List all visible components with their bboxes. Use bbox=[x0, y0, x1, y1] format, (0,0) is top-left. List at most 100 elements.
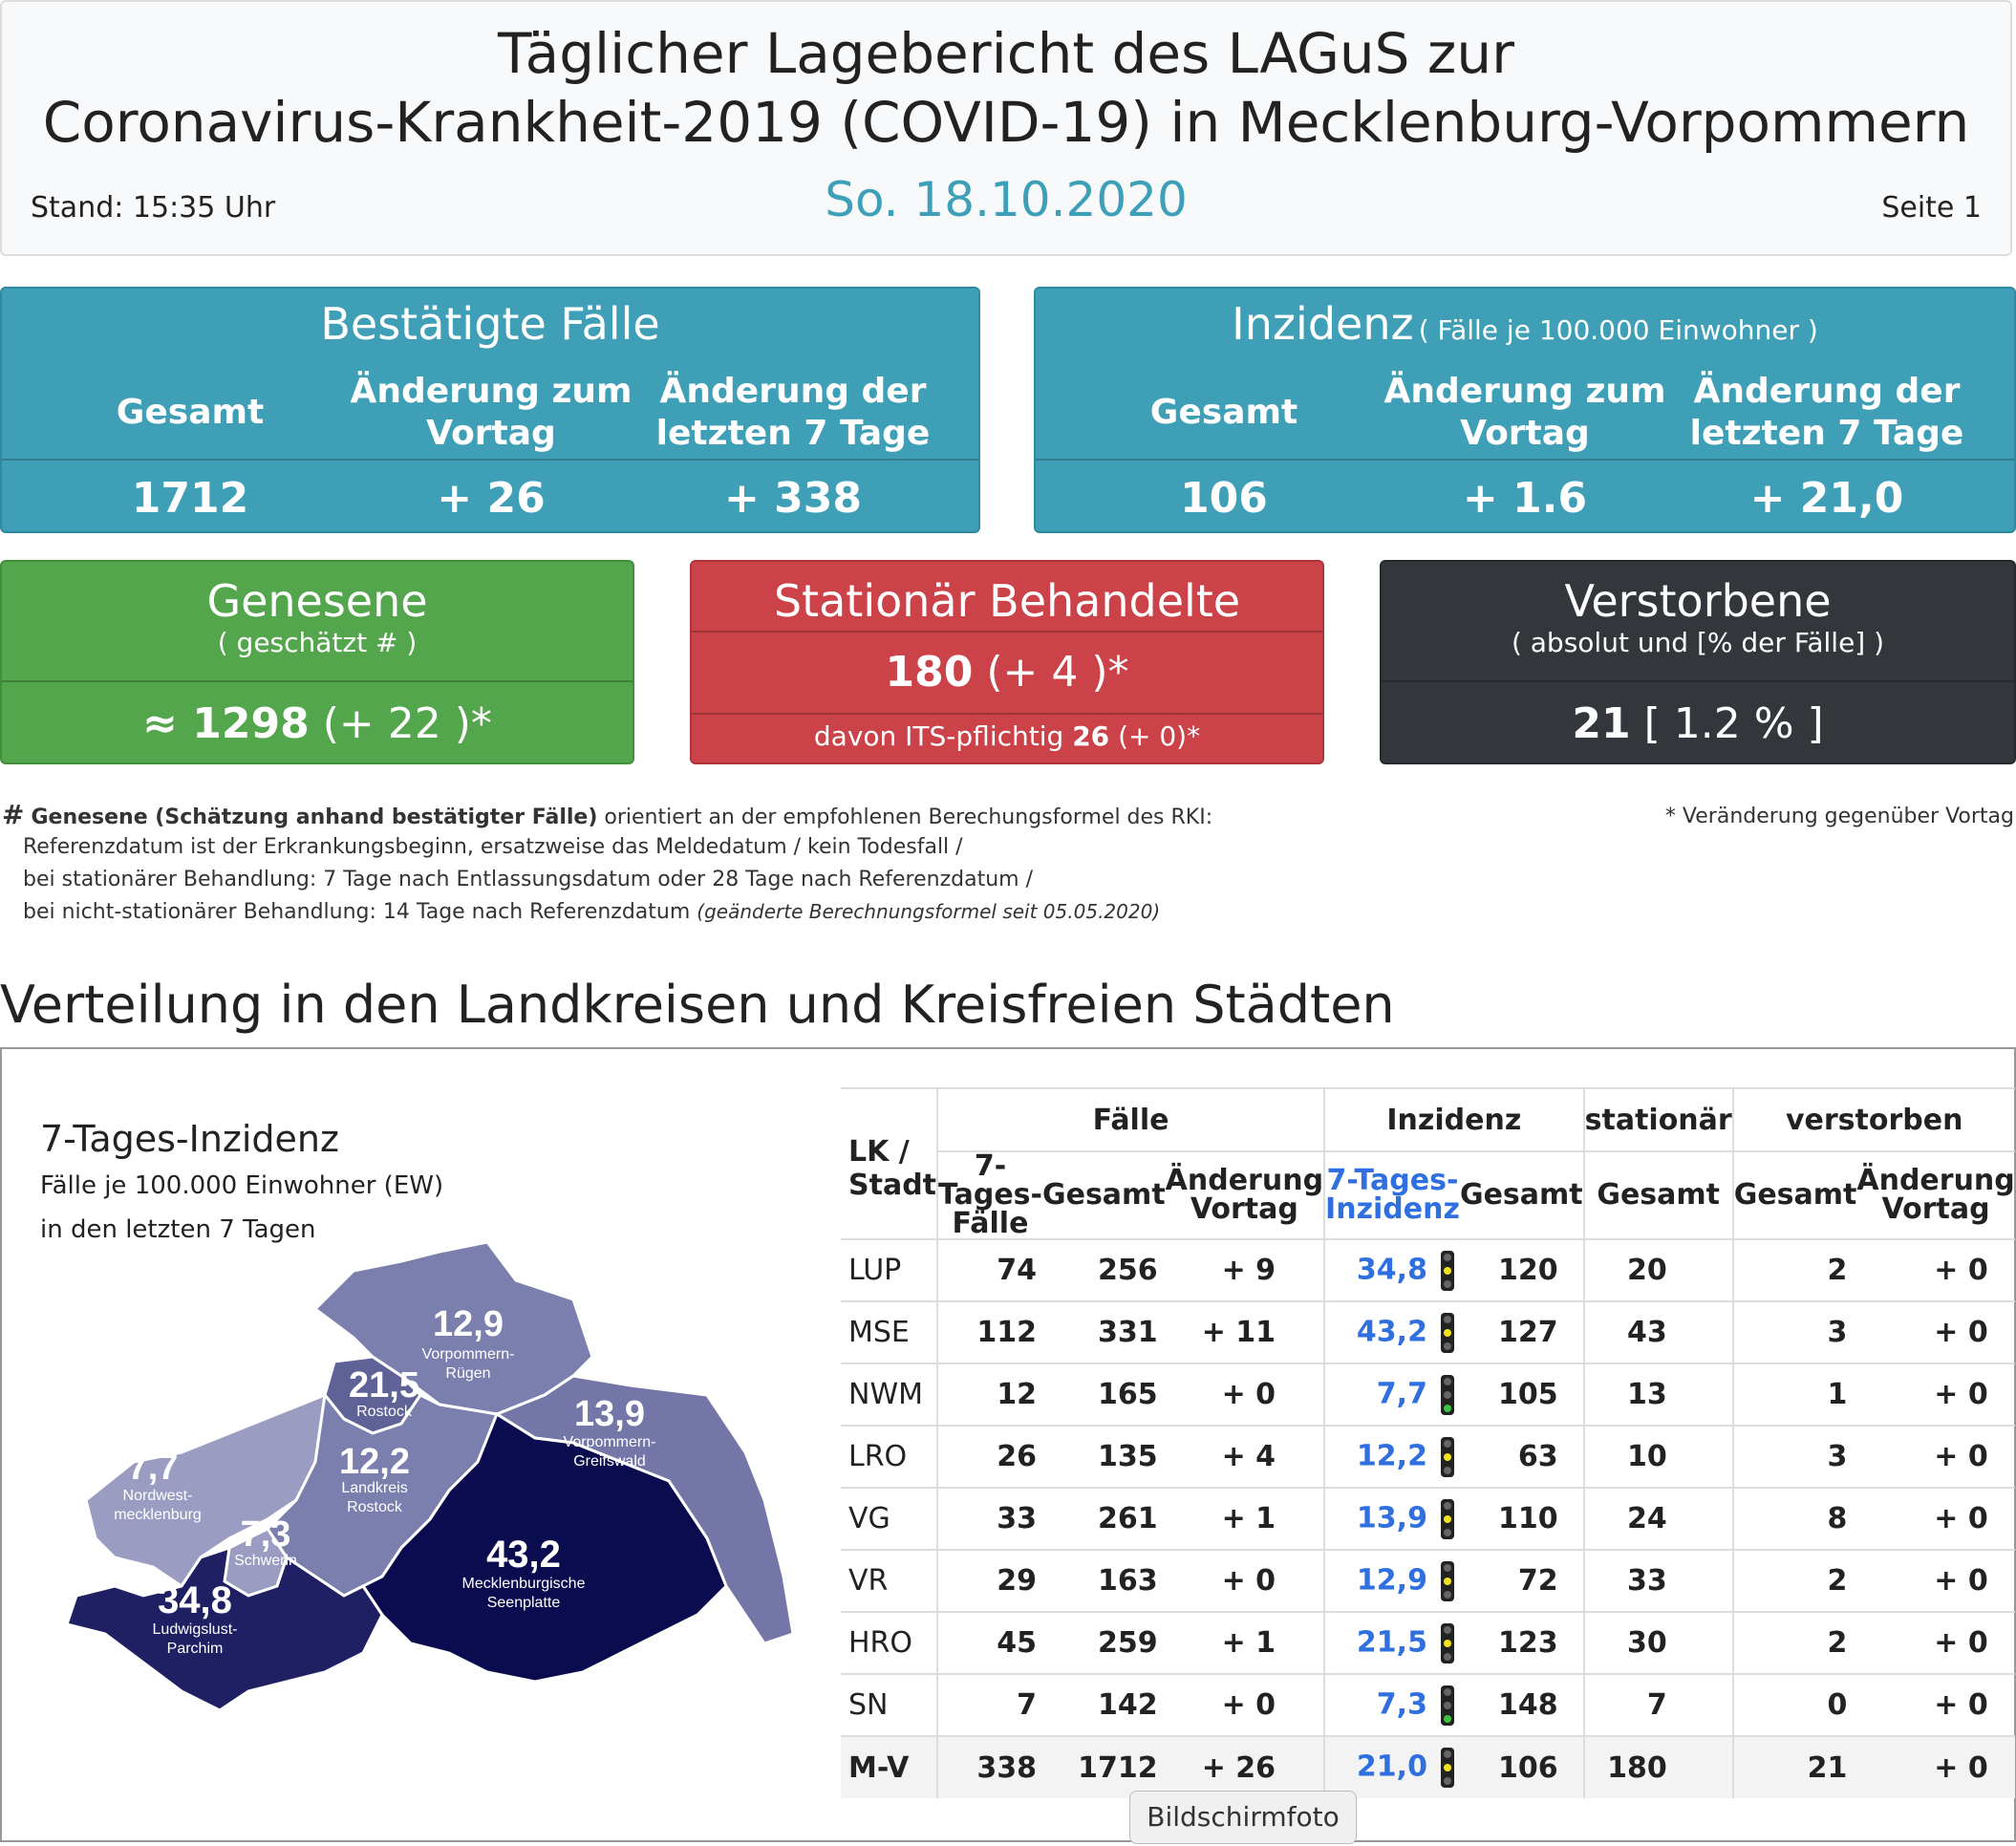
table-row: LRO 26 135 + 4 12,2 63 10 3 + 0 bbox=[841, 1426, 2015, 1488]
divider bbox=[2, 680, 633, 682]
cell-verstorben-gesamt: 8 bbox=[1731, 1488, 1857, 1550]
cases-7daychange-value: + 338 bbox=[723, 474, 863, 523]
cell-verstorben-gesamt: 2 bbox=[1731, 1239, 1857, 1301]
cell-7tage-inzidenz: 21,5 bbox=[1323, 1612, 1460, 1674]
cell-inzidenz-gesamt: 72 bbox=[1517, 1564, 1558, 1598]
map-label-vg-2: Greifswald bbox=[573, 1453, 646, 1470]
deaths-subtitle: ( absolut und [% der Fälle] ) bbox=[1511, 627, 1885, 658]
cell-7tage-faelle: 112 bbox=[936, 1301, 1042, 1363]
traffic-light-icon bbox=[1440, 1622, 1454, 1664]
divider bbox=[2, 459, 978, 461]
inzidenz-value: 7,7 bbox=[1376, 1377, 1427, 1410]
map-label-vr-2: Rügen bbox=[445, 1365, 490, 1382]
footnote-line1: # Genesene (Schätzung anhand bestätigter… bbox=[2, 799, 1213, 830]
map-label-nwm-2: mecklenburg bbox=[114, 1507, 202, 1523]
table-row: HRO 45 259 + 1 21,5 123 30 2 + 0 bbox=[841, 1612, 2015, 1674]
incidence-col-7daychange: Änderung der letzten 7 Tage bbox=[1689, 372, 1964, 453]
cell-7tage-inzidenz: 7,7 bbox=[1323, 1363, 1460, 1426]
cell-lk: VG bbox=[848, 1502, 890, 1535]
incidence-7daychange-value: + 21,0 bbox=[1749, 474, 1904, 523]
cell-7tage-faelle: 74 bbox=[936, 1239, 1042, 1301]
deaths-value-row: 21 [ 1.2 % ] bbox=[1382, 699, 2014, 748]
cell-7tage-inzidenz: 13,9 bbox=[1323, 1488, 1460, 1550]
cell-lk: MSE bbox=[848, 1316, 910, 1349]
map-value-vg: 13,9 bbox=[574, 1394, 645, 1434]
table-sub-stationaer-gesamt: Gesamt bbox=[1582, 1151, 1733, 1239]
cases-col-daychange: Änderung zum Vortag bbox=[350, 372, 633, 453]
cell-verstorben-aenderung: + 0 bbox=[1934, 1254, 1988, 1287]
cell-lk: NWM bbox=[848, 1378, 923, 1411]
cell-7tage-inzidenz: 43,2 bbox=[1323, 1301, 1460, 1363]
incidence-box: Inzidenz ( Fälle je 100.000 Einwohner ) … bbox=[1034, 287, 2016, 533]
table-row: VR 29 163 + 0 12,9 72 33 2 + 0 bbox=[841, 1550, 2015, 1612]
cell-faelle-aenderung: + 0 bbox=[1221, 1688, 1276, 1722]
divider bbox=[1382, 680, 2014, 682]
cell-faelle-aenderung: + 1 bbox=[1221, 1626, 1276, 1660]
recovered-value-row: ≈ 1298 (+ 22 )* bbox=[2, 699, 633, 748]
inzidenz-value: 21,0 bbox=[1356, 1749, 1427, 1784]
confirmed-cases-title: Bestätigte Fälle bbox=[320, 298, 660, 350]
cell-faelle-aenderung: + 1 bbox=[1221, 1502, 1276, 1535]
map-label-lup-2: Parchim bbox=[167, 1641, 224, 1657]
cases-total-value: 1712 bbox=[131, 474, 249, 523]
cell-7tage-inzidenz: 7,3 bbox=[1323, 1674, 1460, 1736]
footnote-line2: Referenzdatum ist der Erkrankungsbeginn,… bbox=[23, 835, 963, 859]
divider bbox=[692, 631, 1322, 633]
table-head-lk: LK / Stadt bbox=[848, 1135, 937, 1202]
cases-col-total: Gesamt bbox=[116, 393, 265, 432]
deaths-title: Verstorbene bbox=[1564, 575, 1832, 627]
traffic-light-icon bbox=[1440, 1312, 1454, 1353]
its-value: 26 bbox=[1072, 720, 1110, 752]
cell-verstorben-gesamt: 0 bbox=[1731, 1674, 1857, 1736]
deaths-percent: [ 1.2 % ] bbox=[1643, 699, 1824, 748]
map-value-sn: 7,3 bbox=[241, 1514, 291, 1555]
map-subtitle-2: in den letzten 7 Tagen bbox=[40, 1215, 316, 1244]
cell-inzidenz-gesamt: 110 bbox=[1498, 1502, 1558, 1535]
cell-verstorben-gesamt: 21 bbox=[1731, 1736, 1857, 1798]
map-label-mse-2: Seenplatte bbox=[487, 1595, 561, 1611]
map-label-lro-2: Rostock bbox=[347, 1499, 403, 1515]
its-row: davon ITS-pflichtig 26 (+ 0)* bbox=[813, 720, 1201, 752]
map-value-nwm: 7,7 bbox=[128, 1448, 179, 1488]
cell-7tage-inzidenz: 12,9 bbox=[1323, 1550, 1460, 1612]
traffic-light-icon bbox=[1440, 1685, 1454, 1726]
map-label-hro: Rostock bbox=[356, 1404, 413, 1420]
cell-faelle-aenderung: + 0 bbox=[1221, 1378, 1276, 1411]
table-sub-verstorben-gesamt: Gesamt bbox=[1731, 1151, 1857, 1239]
report-title-line2: Coronavirus-Krankheit-2019 (COVID-19) in… bbox=[42, 90, 1970, 155]
inzidenz-value: 34,8 bbox=[1356, 1253, 1427, 1286]
map-label-nwm-1: Nordwest- bbox=[123, 1488, 193, 1504]
table-body: LUP 74 256 + 9 34,8 120 20 2 + 0 MSE 112 331 + 11 43,… bbox=[841, 1239, 2015, 1798]
map-label-vg-1: Vorpommern- bbox=[564, 1434, 656, 1450]
hospitalized-title: Stationär Behandelte bbox=[773, 575, 1241, 627]
map-value-hro: 21,5 bbox=[349, 1365, 419, 1406]
map-label-mse-1: Mecklenburgische bbox=[462, 1576, 586, 1592]
table-group-faelle: Fälle bbox=[936, 1088, 1325, 1151]
map-label-sn: Schwerin bbox=[234, 1553, 297, 1569]
table-sub-faelle-gesamt: Gesamt bbox=[1041, 1178, 1166, 1212]
incidence-total-value: 106 bbox=[1180, 474, 1268, 523]
table-group-stationaer: stationär bbox=[1582, 1088, 1733, 1151]
cases-daychange-value: + 26 bbox=[437, 474, 546, 523]
table-row: MSE 112 331 + 11 43,2 127 43 3 + 0 bbox=[841, 1301, 2015, 1363]
incidence-map: 12,9 Vorpommern- Rügen 21,5 Rostock 13,9… bbox=[65, 1240, 795, 1710]
map-value-mse: 43,2 bbox=[486, 1534, 561, 1576]
incidence-col-daychange: Änderung zum Vortag bbox=[1383, 372, 1666, 453]
cell-inzidenz-gesamt: 148 bbox=[1498, 1688, 1558, 1722]
cell-faelle-gesamt: 261 bbox=[1098, 1502, 1158, 1535]
cell-faelle-gesamt: 331 bbox=[1098, 1316, 1158, 1349]
cell-stationaer: 24 bbox=[1582, 1488, 1733, 1550]
deaths-value: 21 bbox=[1572, 699, 1631, 748]
cell-verstorben-gesamt: 2 bbox=[1731, 1550, 1857, 1612]
hospitalized-value-row: 180 (+ 4 )* bbox=[692, 648, 1322, 697]
map-region-ludwigslust-parchim bbox=[65, 1545, 384, 1710]
divider bbox=[1036, 459, 2014, 461]
cell-verstorben-gesamt: 3 bbox=[1731, 1301, 1857, 1363]
cell-faelle-aenderung: + 4 bbox=[1221, 1440, 1276, 1473]
traffic-light-icon bbox=[1440, 1436, 1454, 1477]
cell-lk: M-V bbox=[848, 1750, 910, 1785]
cell-stationaer: 33 bbox=[1582, 1550, 1733, 1612]
cell-verstorben-aenderung: + 0 bbox=[1934, 1626, 1988, 1660]
cell-7tage-faelle: 338 bbox=[936, 1736, 1042, 1798]
cell-faelle-aenderung: + 11 bbox=[1201, 1316, 1276, 1349]
